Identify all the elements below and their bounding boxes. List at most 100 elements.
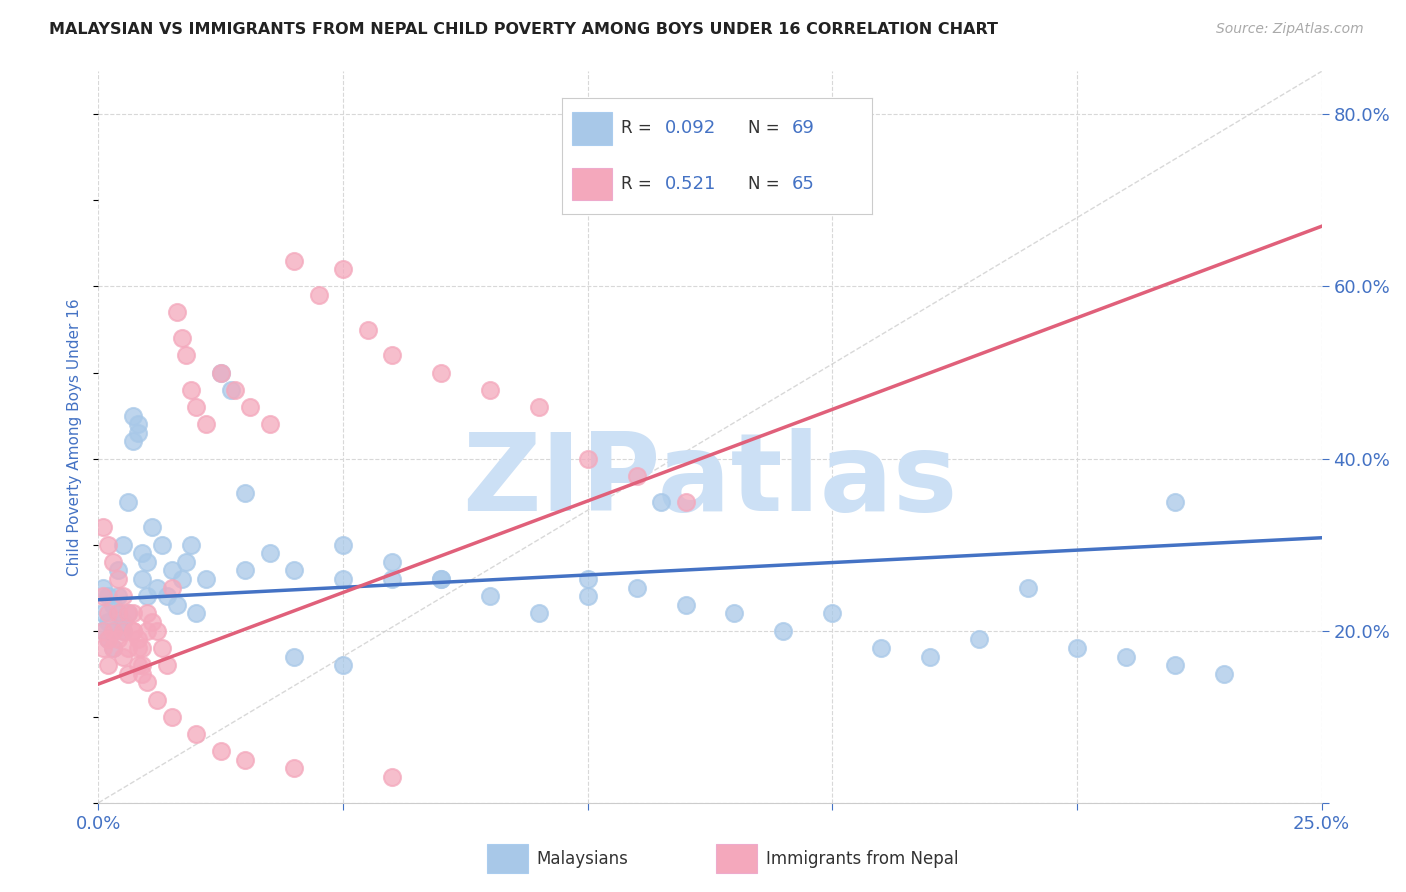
Point — [332, 262, 354, 277]
Point — [141, 520, 163, 534]
Point — [131, 572, 153, 586]
Point — [97, 632, 120, 647]
Text: N =: N = — [748, 175, 785, 193]
Point — [150, 640, 173, 655]
Point — [675, 598, 697, 612]
Point — [381, 572, 404, 586]
Point — [91, 640, 114, 655]
Point — [97, 607, 120, 621]
Point — [233, 486, 256, 500]
Point — [308, 288, 330, 302]
Point — [186, 607, 208, 621]
Bar — [572, 168, 612, 200]
Point — [356, 322, 378, 336]
Point — [111, 624, 134, 638]
Point — [166, 598, 188, 612]
Bar — [572, 112, 612, 145]
Point — [101, 598, 124, 612]
Point — [136, 675, 159, 690]
Point — [107, 564, 129, 578]
Text: Immigrants from Nepal: Immigrants from Nepal — [766, 849, 959, 868]
Point — [131, 640, 153, 655]
Point — [283, 761, 305, 775]
Text: R =: R = — [621, 120, 657, 137]
Point — [381, 348, 404, 362]
Point — [127, 632, 149, 647]
Point — [91, 607, 114, 621]
Point — [233, 753, 256, 767]
Point — [127, 417, 149, 432]
Point — [626, 581, 648, 595]
Point — [121, 624, 143, 638]
Point — [430, 572, 453, 586]
Bar — [717, 844, 756, 873]
Point — [626, 468, 648, 483]
Point — [136, 555, 159, 569]
Point — [131, 546, 153, 560]
Point — [209, 366, 232, 380]
Point — [91, 624, 114, 638]
Point — [146, 692, 169, 706]
Point — [239, 400, 262, 414]
Point — [209, 366, 232, 380]
Point — [332, 658, 354, 673]
Point — [772, 624, 794, 638]
Point — [97, 615, 120, 629]
Point — [283, 253, 305, 268]
Point — [527, 607, 550, 621]
Point — [97, 632, 120, 647]
Point — [97, 658, 120, 673]
Point — [101, 624, 124, 638]
Point — [176, 348, 198, 362]
Point — [1164, 658, 1187, 673]
Point — [91, 520, 114, 534]
Point — [107, 589, 129, 603]
Point — [1115, 649, 1137, 664]
Point — [101, 640, 124, 655]
Point — [176, 555, 198, 569]
Text: ZIPatlas: ZIPatlas — [463, 428, 957, 534]
Point — [97, 538, 120, 552]
Point — [117, 494, 139, 508]
Point — [576, 572, 599, 586]
Point — [233, 564, 256, 578]
Point — [91, 581, 114, 595]
Point — [131, 658, 153, 673]
Point — [127, 658, 149, 673]
Point — [576, 451, 599, 466]
Point — [156, 589, 179, 603]
Text: N =: N = — [748, 120, 785, 137]
Point — [107, 607, 129, 621]
Point — [136, 589, 159, 603]
Point — [332, 538, 354, 552]
Point — [283, 649, 305, 664]
Bar — [486, 844, 527, 873]
Point — [821, 607, 844, 621]
Point — [675, 494, 697, 508]
Point — [723, 607, 745, 621]
Point — [381, 770, 404, 784]
Point — [160, 564, 183, 578]
Point — [91, 589, 114, 603]
Text: R =: R = — [621, 175, 657, 193]
Text: 65: 65 — [792, 175, 814, 193]
Point — [170, 572, 193, 586]
Point — [156, 658, 179, 673]
Point — [160, 581, 183, 595]
Point — [117, 607, 139, 621]
Y-axis label: Child Poverty Among Boys Under 16: Child Poverty Among Boys Under 16 — [67, 298, 83, 576]
Point — [117, 640, 139, 655]
Point — [121, 624, 143, 638]
Point — [121, 607, 143, 621]
Point — [967, 632, 990, 647]
Point — [195, 417, 218, 432]
Point — [259, 546, 281, 560]
Point — [180, 538, 202, 552]
Point — [107, 607, 129, 621]
Text: 0.092: 0.092 — [665, 120, 716, 137]
Point — [146, 581, 169, 595]
Point — [180, 383, 202, 397]
Point — [1017, 581, 1039, 595]
Point — [136, 624, 159, 638]
Point — [97, 589, 120, 603]
